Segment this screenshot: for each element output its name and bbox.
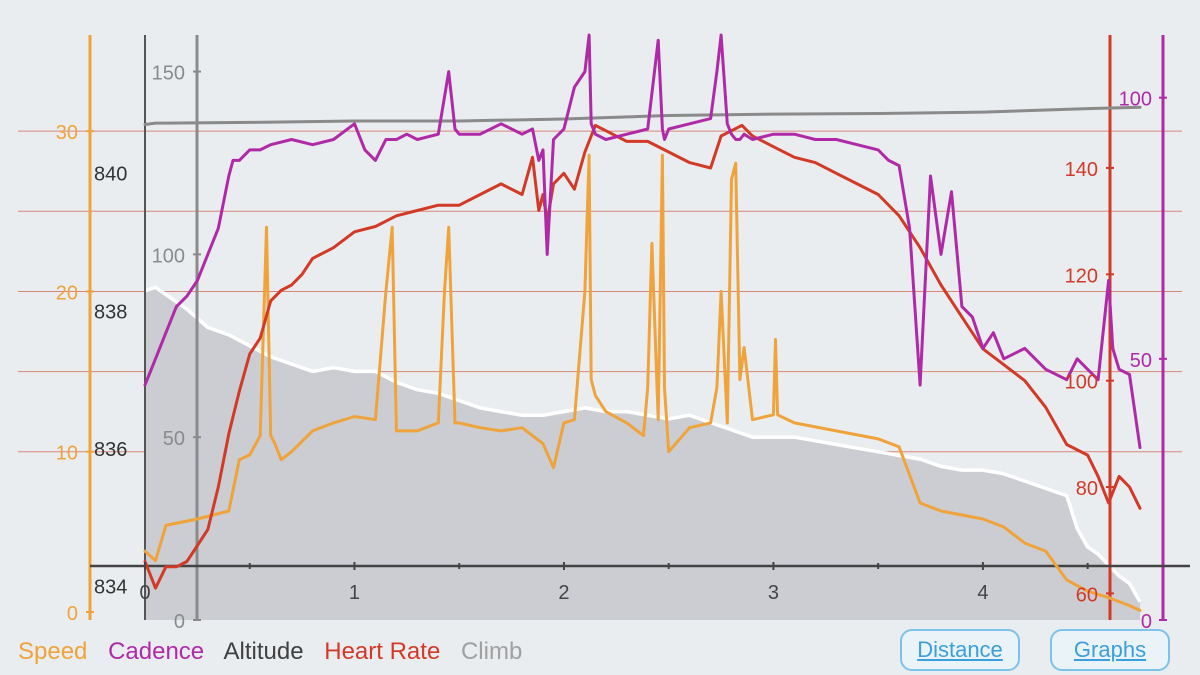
heart-rate-tick-label: 120 [1065,265,1098,287]
graphs-button[interactable]: Graphs [1050,629,1170,671]
cadence-tick-label: 50 [1130,350,1152,372]
legend-climb: Climb [460,638,523,665]
altitude-tick-label: 836 [94,439,127,461]
climb-tick-label: 50 [163,428,185,450]
legend-heart-rate: Heart Rate [324,638,441,665]
line-series [143,33,1142,612]
tick-labels: 0102030834836838840050100150608010012014… [56,63,1167,630]
legend-speed: Speed [18,638,88,665]
legend-cadence: Cadence [108,638,205,665]
altitude-tick-label: 840 [94,164,127,186]
speed-line [143,153,1142,612]
heart-rate-tick-label: 60 [1076,584,1098,606]
altitude-tick-label: 834 [94,577,127,599]
x-tick-label: 2 [558,582,569,604]
cadence-line [143,33,1142,450]
heart-rate-tick-label: 80 [1076,478,1098,500]
climb-tick-label: 100 [152,245,185,267]
climb-tick-label: 0 [174,611,185,630]
distance-button[interactable]: Distance [900,629,1020,671]
speed-tick-label: 20 [56,282,78,304]
altitude-line [143,105,1142,126]
x-tick-label: 3 [768,582,779,604]
heart-rate-tick-label: 140 [1065,159,1098,181]
legend: Speed Cadence Altitude Heart Rate Climb [18,638,536,666]
heart-rate-tick-label: 100 [1065,372,1098,394]
climb-tick-label: 150 [152,63,185,85]
climb-series [144,285,1142,620]
speed-tick-label: 0 [67,603,78,625]
climb-line [144,285,1142,603]
axis-lines [88,35,1190,620]
x-tick-label: 1 [349,582,360,604]
x-tick-label: 4 [977,582,988,604]
speed-tick-label: 30 [56,122,78,144]
cadence-tick-label: 0 [1141,611,1152,630]
speed-tick-label: 10 [56,443,78,465]
cadence-tick-label: 100 [1119,89,1152,111]
chart: 0102030834836838840050100150608010012014… [18,33,1190,630]
climb-area [145,287,1140,620]
legend-altitude: Altitude [223,638,304,665]
altitude-tick-label: 838 [94,301,127,323]
heart-rate-line [143,123,1142,590]
x-tick-label: 0 [139,582,150,604]
